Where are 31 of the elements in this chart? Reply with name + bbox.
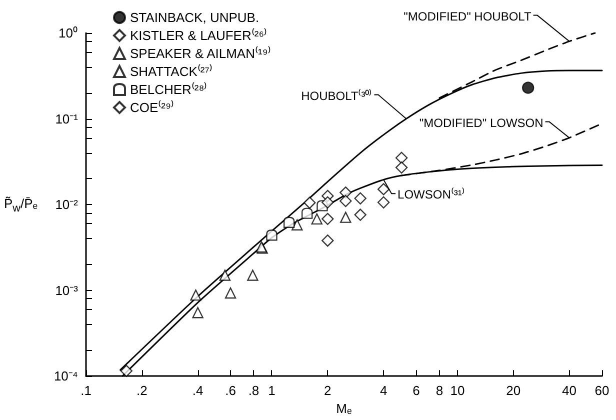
- legend-label: SPEAKER & AILMAN⁽¹⁹⁾: [130, 46, 271, 61]
- y-tick-label: 10⁻³: [55, 282, 79, 298]
- y-tick-label: 10⁻²: [55, 197, 79, 212]
- x-tick-label: 60: [594, 383, 610, 398]
- text: "MODIFIED" HOUBOLT: [404, 9, 532, 24]
- x-tick-label: 4: [380, 383, 388, 398]
- y-tick-label: 10⁻⁴: [54, 368, 78, 384]
- x-tick-label: .1: [80, 383, 92, 398]
- x-tick-label: .4: [192, 383, 204, 398]
- x-tick-label: 10: [450, 383, 465, 398]
- y-axis-title: P̃$_{w}$/P̄ₑ: [4, 196, 38, 215]
- x-tick-label: .6: [225, 383, 236, 398]
- x-tick-label: 8: [436, 383, 444, 398]
- legend-label: SHATTACK⁽²⁷⁾: [130, 64, 212, 79]
- x-tick-label: .8: [248, 383, 260, 398]
- y-tick-label: 10⁻¹: [55, 111, 79, 126]
- series-label: "MODIFIED" LOWSON: [419, 116, 544, 130]
- legend-label: STAINBACK, UNPUB.: [130, 10, 260, 25]
- x-tick-label: 40: [562, 383, 577, 398]
- legend-label: KISTLER & LAUFER⁽²⁶⁾: [130, 28, 268, 43]
- x-tick-label: 6: [412, 383, 420, 398]
- x-tick-label: 1: [268, 383, 276, 398]
- y-tick-label: 10⁰: [58, 26, 78, 40]
- legend-label: COE⁽²⁹⁾: [130, 100, 174, 115]
- legend-label: LOWSON⁽³¹⁾: [398, 188, 465, 202]
- legend-label: BELCHER⁽²⁸⁾: [130, 82, 208, 97]
- x-tick-label: .2: [136, 383, 148, 398]
- x-tick-label: 2: [324, 383, 332, 398]
- text: HOUBOLT⁽³⁰⁾: [301, 88, 372, 103]
- x-tick-label: 20: [506, 383, 521, 398]
- x-axis-title: Mₑ: [336, 401, 352, 416]
